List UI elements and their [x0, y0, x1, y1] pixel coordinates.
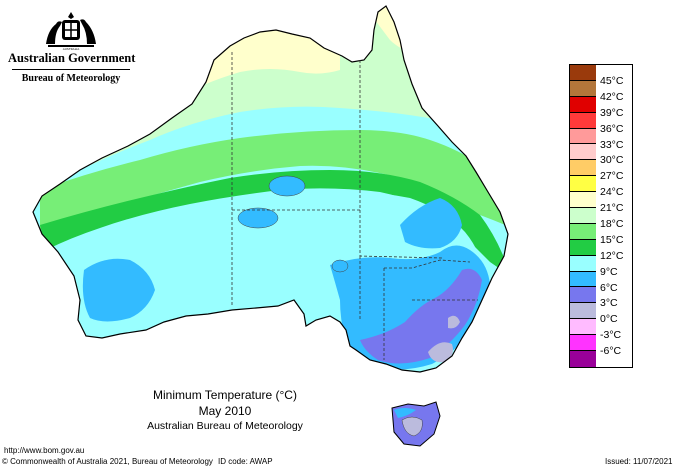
legend-row: 33°C	[570, 128, 632, 151]
legend-swatch	[570, 303, 596, 320]
legend-swatch	[570, 160, 596, 177]
legend-label: 18°C	[600, 217, 624, 230]
svg-text:AUSTRALIA: AUSTRALIA	[63, 47, 81, 50]
legend-swatch	[570, 239, 596, 256]
legend-row: 42°C	[570, 80, 632, 103]
legend-swatch	[570, 96, 596, 113]
legend-row: 18°C	[570, 208, 632, 230]
legend-label: -3°C	[600, 329, 622, 342]
legend-label: 24°C	[600, 186, 624, 199]
legend-label: 36°C	[600, 122, 624, 135]
legend-row: 21°C	[570, 192, 632, 214]
legend-row: 12°C	[570, 239, 632, 262]
logo-divider	[12, 69, 130, 70]
legend-label: 39°C	[600, 106, 624, 119]
legend-label: 42°C	[600, 90, 624, 103]
legend-row: 36°C	[570, 112, 632, 135]
legend-label: 30°C	[600, 154, 624, 167]
legend-row: 27°C	[570, 160, 632, 182]
legend-row: 30°C	[570, 144, 632, 166]
legend-row: 15°C	[570, 223, 632, 246]
legend-swatch	[570, 80, 596, 97]
legend-row: 6°C	[570, 271, 632, 294]
legend-row: 3°C	[570, 287, 632, 309]
legend-swatch	[570, 208, 596, 224]
bom-url-link[interactable]: http://www.bom.gov.au	[4, 446, 85, 455]
legend-row: 45°C	[570, 65, 632, 87]
legend-swatch	[570, 287, 596, 304]
legend-label: 15°C	[600, 233, 624, 246]
legend-label: 3°C	[600, 297, 618, 310]
coat-of-arms-icon: AUSTRALIA	[46, 12, 96, 50]
id-code: ID code: AWAP	[218, 457, 273, 466]
legend-label: 21°C	[600, 202, 624, 215]
map-source: Australian Bureau of Meteorology	[147, 420, 303, 432]
legend-row: -6°C	[570, 335, 632, 357]
interior-cool-patches	[237, 175, 349, 273]
legend-swatch	[570, 192, 596, 209]
map-caption: Minimum Temperature (°C) May 2010 Austra…	[130, 388, 320, 433]
legend-row: 9°C	[570, 255, 632, 278]
map-title: Minimum Temperature (°C)	[153, 388, 297, 402]
legend-swatch	[570, 319, 596, 336]
bom-logo: AUSTRALIA Australian Government Bureau o…	[8, 10, 136, 84]
legend-swatch	[570, 335, 596, 352]
legend-swatch	[570, 65, 596, 81]
legend-swatch	[570, 255, 596, 272]
legend-row: 0°C	[570, 303, 632, 325]
legend-row	[570, 351, 632, 367]
legend-swatch	[570, 271, 596, 288]
legend-row: 24°C	[570, 176, 632, 198]
legend-swatch	[570, 112, 596, 129]
legend-label: 0°C	[600, 313, 618, 326]
copyright-text: © Commonwealth of Australia 2021, Bureau…	[2, 457, 213, 466]
legend-label: 27°C	[600, 170, 624, 183]
temperature-legend: 45°C 42°C 39°C 36°C 33°C 30°C 27°C 24°C …	[569, 64, 633, 368]
legend-swatch	[570, 144, 596, 161]
issued-date: Issued: 11/07/2021	[605, 457, 673, 466]
legend-label: 33°C	[600, 138, 624, 151]
legend-swatch	[570, 176, 596, 193]
legend-label: 45°C	[600, 74, 624, 87]
government-name: Australian Government	[8, 51, 136, 65]
legend-row: 39°C	[570, 96, 632, 119]
legend-swatch	[570, 351, 596, 367]
bureau-name: Bureau of Meteorology	[21, 73, 121, 84]
legend-swatch	[570, 128, 596, 145]
map-period: May 2010	[198, 404, 252, 418]
state-borders	[231, 52, 478, 360]
legend-label: 6°C	[600, 281, 618, 294]
legend-label: 12°C	[600, 249, 624, 262]
legend-row: -3°C	[570, 319, 632, 341]
legend-label: 9°C	[600, 265, 618, 278]
footer-bar: © Commonwealth of Australia 2021, Bureau…	[0, 456, 680, 467]
mainland	[32, 5, 509, 373]
legend-swatch	[570, 223, 596, 240]
legend-label: -6°C	[600, 345, 622, 358]
tasmania	[391, 401, 441, 447]
